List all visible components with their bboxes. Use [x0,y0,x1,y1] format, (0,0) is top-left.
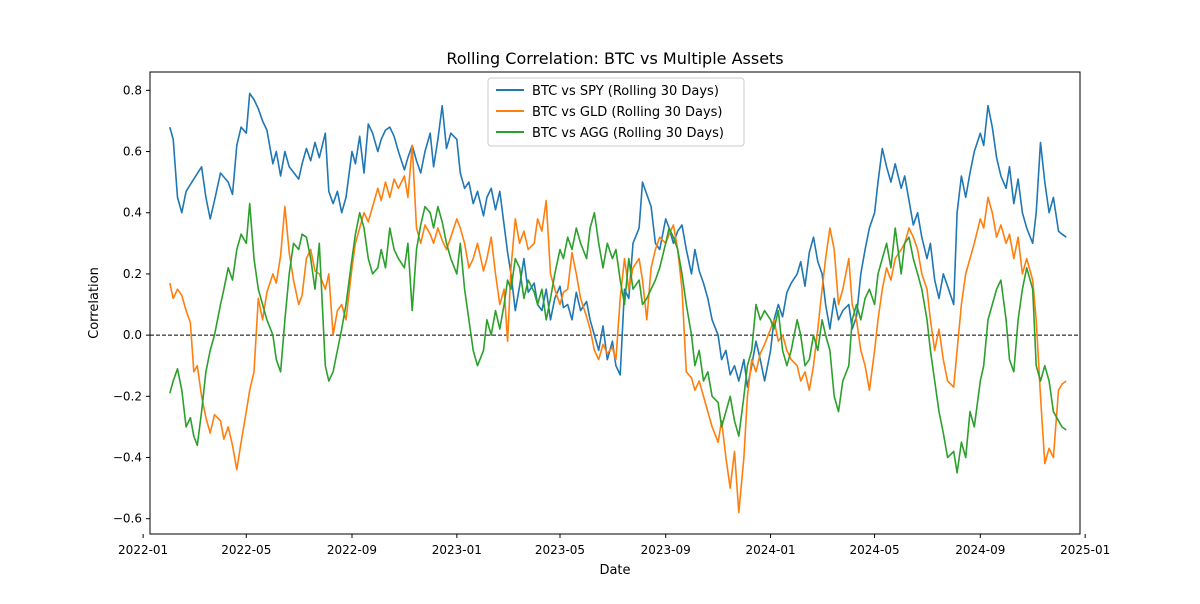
y-axis-label: Correlation [87,267,102,339]
x-axis-ticks: 2022-01 2022-05 2022-09 2023-01 2023-05 2023-… [118,534,1110,557]
x-tick-label: 2023-05 [535,543,585,557]
x-tick-label: 2022-01 [118,543,168,557]
x-tick-label: 2024-05 [850,543,900,557]
y-tick-label: −0.6 [113,512,142,526]
x-axis-label: Date [599,563,630,578]
series-line-agg [169,202,1067,474]
legend-label-agg: BTC vs AGG (Rolling 30 Days) [532,126,724,141]
y-tick-label: 0.2 [123,267,142,281]
x-tick-label: 2024-09 [955,543,1005,557]
x-tick-label: 2022-09 [327,543,377,557]
x-tick-label: 2023-01 [432,543,482,557]
x-tick-label: 2023-09 [641,543,691,557]
plot-frame [149,71,1081,535]
legend-box [487,77,745,147]
x-tick-label: 2025-01 [1060,543,1110,557]
chart-title: Rolling Correlation: BTC vs Multiple Ass… [446,49,783,68]
series-line-spy [169,92,1067,388]
legend-label-gld: BTC vs GLD (Rolling 30 Days) [532,105,723,120]
y-tick-label: −0.2 [113,389,142,403]
y-tick-label: 0.4 [123,206,142,220]
plot-background [150,72,1080,534]
y-tick-label: −0.4 [113,451,142,465]
series-lines [169,92,1067,514]
x-tick-label: 2022-05 [221,543,271,557]
legend: BTC vs SPY (Rolling 30 Days) BTC vs GLD … [487,77,745,147]
y-tick-label: 0.0 [123,328,142,342]
legend-label-spy: BTC vs SPY (Rolling 30 Days) [532,84,719,99]
y-axis-ticks: 0.8 0.6 0.4 0.2 0.0 −0.2 −0.4 −0.6 [113,83,150,526]
y-tick-label: 0.6 [123,145,142,159]
x-tick-label: 2024-01 [746,543,796,557]
y-tick-label: 0.8 [123,83,142,97]
